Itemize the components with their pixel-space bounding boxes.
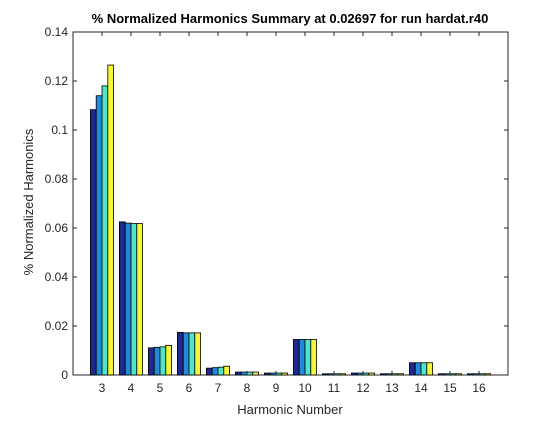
bar-h12-s2 [356, 372, 364, 376]
bar-h14-s2 [414, 362, 422, 376]
x-tick-label: 15 [443, 381, 457, 395]
bar-h4-s3 [130, 223, 138, 376]
bar-h5-s2 [153, 346, 161, 376]
bar-h6-s3 [188, 332, 196, 376]
bar-h16-s3 [478, 373, 486, 376]
bar-h5-s4 [165, 344, 173, 376]
x-tick-label: 14 [414, 381, 428, 395]
bar-h3-s3 [101, 85, 109, 376]
x-axis-label: Harmonic Number [237, 402, 343, 417]
bar-h7-s3 [217, 366, 225, 376]
bar-h7-s2 [211, 367, 219, 376]
bar-h5-s3 [159, 346, 167, 376]
bar-h14-s3 [420, 362, 428, 376]
x-tick-label: 11 [328, 381, 341, 395]
bar-h3-s1 [90, 109, 97, 376]
bar-h14-s1 [408, 362, 416, 376]
bar-h14-s4 [426, 362, 433, 376]
y-tick-label: 0.08 [45, 172, 69, 186]
bar-h15-s1 [437, 373, 445, 376]
x-tick-label: 5 [157, 381, 164, 395]
bar-h3-s4 [107, 64, 115, 376]
y-tick-label: 0 [61, 368, 68, 382]
bar-h11-s2 [327, 373, 335, 376]
bar-h11-s3 [333, 373, 341, 376]
bar-h4-s1 [119, 221, 126, 376]
x-tick-label: 7 [215, 381, 222, 395]
bar-h9-s3 [275, 372, 283, 376]
bar-h6-s2 [182, 332, 190, 376]
y-tick-label: 0.06 [45, 221, 69, 235]
bar-h7-s4 [223, 365, 231, 376]
bar-h13-s1 [379, 373, 387, 376]
x-tick-label: 8 [244, 381, 251, 395]
plot-box [72, 31, 509, 376]
x-tick-label: 3 [99, 381, 106, 395]
bar-h10-s3 [304, 339, 312, 376]
bar-h12-s3 [362, 372, 370, 376]
bar-h15-s4 [455, 373, 462, 376]
bar-h9-s2 [269, 372, 277, 376]
x-tick-label: 13 [385, 381, 399, 395]
bar-h4-s2 [124, 222, 132, 376]
x-tick-label: 4 [128, 381, 135, 395]
x-tick-label: 10 [298, 381, 312, 395]
y-tick-label: 0.1 [51, 123, 68, 137]
bar-h12-s1 [350, 372, 358, 376]
bar-h9-s1 [263, 372, 271, 376]
x-tick-label: 12 [356, 381, 370, 395]
chart-title: % Normalized Harmonics Summary at 0.0269… [92, 11, 489, 26]
y-tick-label: 0.04 [45, 270, 69, 284]
y-axis-label: % Normalized Harmonics [21, 128, 36, 275]
bar-h10-s1 [292, 339, 300, 376]
x-tick-label: 9 [273, 381, 280, 395]
bar-h6-s1 [176, 331, 184, 376]
bar-h12-s4 [368, 372, 375, 376]
bar-h6-s4 [194, 332, 202, 376]
bar-h16-s1 [466, 373, 474, 376]
bar-h9-s4 [281, 372, 288, 376]
bar-h3-s2 [95, 95, 103, 376]
bar-h8-s4 [252, 371, 260, 376]
bar-h10-s4 [310, 339, 317, 376]
x-tick-label: 16 [472, 381, 486, 395]
bar-h13-s2 [385, 373, 393, 376]
bar-h16-s2 [472, 373, 480, 376]
bar-h16-s4 [484, 373, 491, 376]
bar-h7-s1 [205, 367, 213, 376]
bar-h5-s1 [147, 347, 155, 376]
plot-area: 3 4 5 6 7 8 9 10 11 12 13 14 15 16 0 0.02 0.04 0.06 0.08 0.… [45, 25, 509, 395]
y-tick-label: 0.02 [45, 319, 69, 333]
y-tick-label: 0.12 [45, 74, 69, 88]
bar-h10-s2 [298, 339, 306, 376]
bar-h15-s2 [443, 373, 451, 376]
bar-h8-s1 [234, 371, 242, 376]
bar-h8-s2 [240, 371, 248, 376]
bar-h11-s1 [321, 373, 329, 376]
x-tick-label: 6 [186, 381, 193, 395]
bar-h13-s3 [391, 373, 399, 376]
bar-h15-s3 [449, 373, 457, 376]
bar-h11-s4 [339, 373, 346, 376]
bar-h4-s4 [136, 223, 144, 376]
y-tick-label: 0.14 [45, 25, 69, 39]
bar-h13-s4 [397, 373, 404, 376]
bar-h8-s3 [246, 371, 254, 376]
